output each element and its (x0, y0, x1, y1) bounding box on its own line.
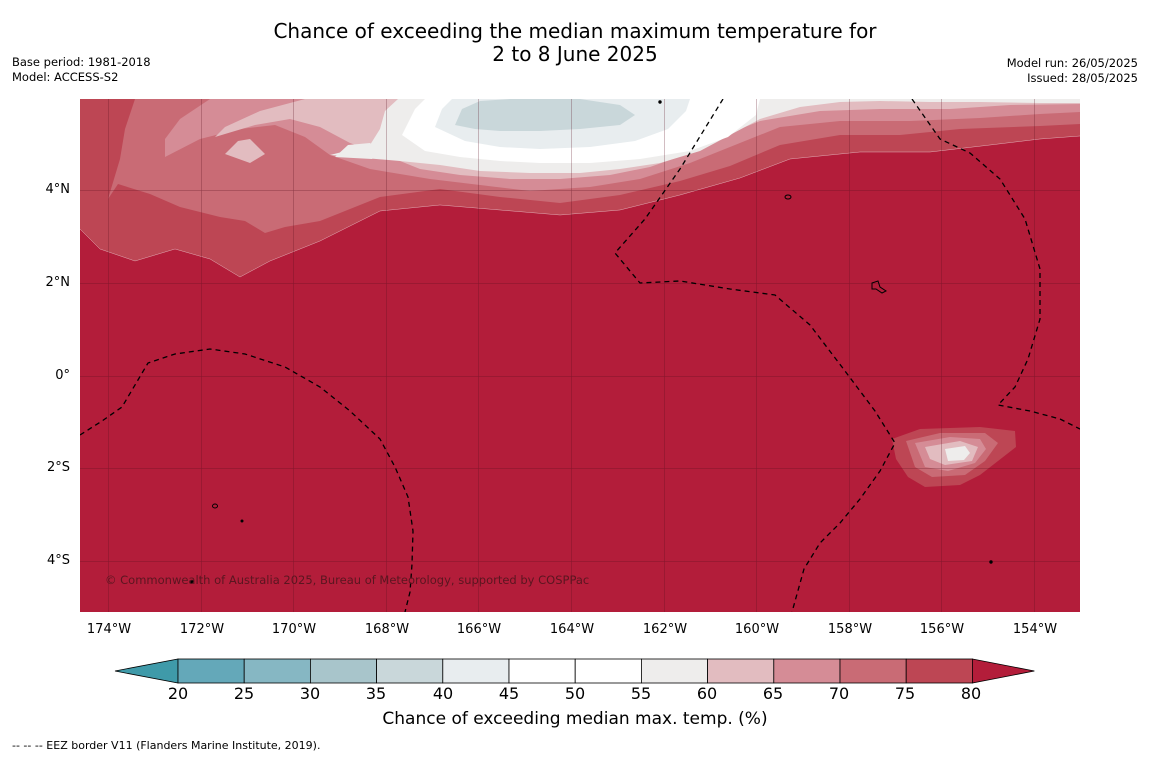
island-dot-1 (658, 100, 662, 104)
lat-label-0: 0° (55, 368, 70, 383)
lon-label-156w: 156°W (919, 622, 965, 637)
colorbar-tick-30: 30 (299, 684, 321, 703)
lon-label-174w: 174°W (86, 622, 132, 637)
lat-label-4n: 4°N (45, 182, 71, 197)
contour-se-55 (945, 446, 970, 461)
lon-label-164w: 164°W (549, 622, 595, 637)
colorbar-tick-75: 75 (894, 684, 916, 703)
model-run-label: Model run: 26/05/2025 (1006, 56, 1138, 70)
lon-label-160w: 160°W (734, 622, 780, 637)
islands (190, 100, 993, 584)
eez-border-south-west (80, 348, 414, 612)
colorbar-tick-80: 80 (960, 684, 982, 703)
colorbar-under-arrow (114, 658, 179, 684)
model-label: Model: ACCESS-S2 (12, 70, 119, 84)
colorbar-block-b40_45 (442, 658, 510, 684)
colorbar-title: Chance of exceeding median max. temp. (%… (382, 709, 768, 729)
copyright-notice: © Commonwealth of Australia 2025, Bureau… (105, 573, 589, 587)
lat-label-4s: 4°S (46, 553, 70, 568)
lat-label-2n: 2°N (45, 275, 71, 290)
colorbar-tick-55: 55 (630, 684, 652, 703)
colorbar-tick-25: 25 (233, 684, 255, 703)
colorbar-block-b30_35 (309, 658, 377, 684)
colorbar-block-b65_70 (773, 658, 841, 684)
issued-label: Issued: 28/05/2025 (1027, 71, 1138, 85)
colorbar-tick-20: 20 (167, 684, 189, 703)
colorbar-block-b60_65 (707, 658, 775, 684)
lon-label-158w: 158°W (827, 622, 873, 637)
lon-label-162w: 162°W (642, 622, 688, 637)
colorbar-block-b45_50 (508, 658, 576, 684)
colorbar-tick-40: 40 (432, 684, 454, 703)
graticule (80, 99, 1080, 612)
island-dot-4 (240, 519, 244, 523)
island-south-west (212, 503, 218, 509)
map-title-line1: Chance of exceeding the median maximum t… (273, 19, 877, 43)
colorbar-block-b75_80 (905, 658, 973, 684)
contour-west-hollow-inner (335, 143, 380, 159)
colorbar-tick-50: 50 (564, 684, 586, 703)
colorbar (114, 658, 1035, 684)
lon-label-170w: 170°W (271, 622, 317, 637)
lon-label-172w: 172°W (179, 622, 225, 637)
colorbar-block-b25_30 (243, 658, 311, 684)
contour-west-hollow (225, 139, 265, 163)
probability-map: © Commonwealth of Australia 2025, Bureau… (80, 99, 1080, 612)
colorbar-block-b50_55 (574, 658, 642, 684)
contour-35-40 (455, 99, 635, 131)
eez-border-east (911, 99, 1080, 430)
island-dot-3 (989, 560, 993, 564)
colorbar-block-b20_25 (177, 658, 245, 684)
colorbar-tick-65: 65 (762, 684, 784, 703)
lat-label-2s: 2°S (46, 460, 70, 475)
eez-border-central (614, 99, 896, 612)
colorbar-tick-60: 60 (696, 684, 718, 703)
colorbar-tick-45: 45 (498, 684, 520, 703)
colorbar-tick-70: 70 (828, 684, 850, 703)
island-kiritimati (871, 280, 887, 294)
lon-label-154w: 154°W (1012, 622, 1058, 637)
eez-borders (80, 99, 1080, 612)
eez-legend-note: -- -- -- EEZ border V11 (Flanders Marine… (12, 739, 321, 752)
colorbar-tick-35: 35 (365, 684, 387, 703)
lon-label-166w: 166°W (456, 622, 502, 637)
base-period-label: Base period: 1981-2018 (12, 55, 151, 69)
colorbar-block-b55_60 (641, 658, 709, 684)
colorbar-block-b70_75 (839, 658, 907, 684)
colorbar-block-b35_40 (376, 658, 444, 684)
lon-label-168w: 168°W (364, 622, 410, 637)
island-north (784, 194, 792, 200)
colorbar-over-arrow (972, 658, 1035, 684)
island-dot-2 (190, 580, 194, 584)
map-title-line2: 2 to 8 June 2025 (492, 42, 658, 66)
